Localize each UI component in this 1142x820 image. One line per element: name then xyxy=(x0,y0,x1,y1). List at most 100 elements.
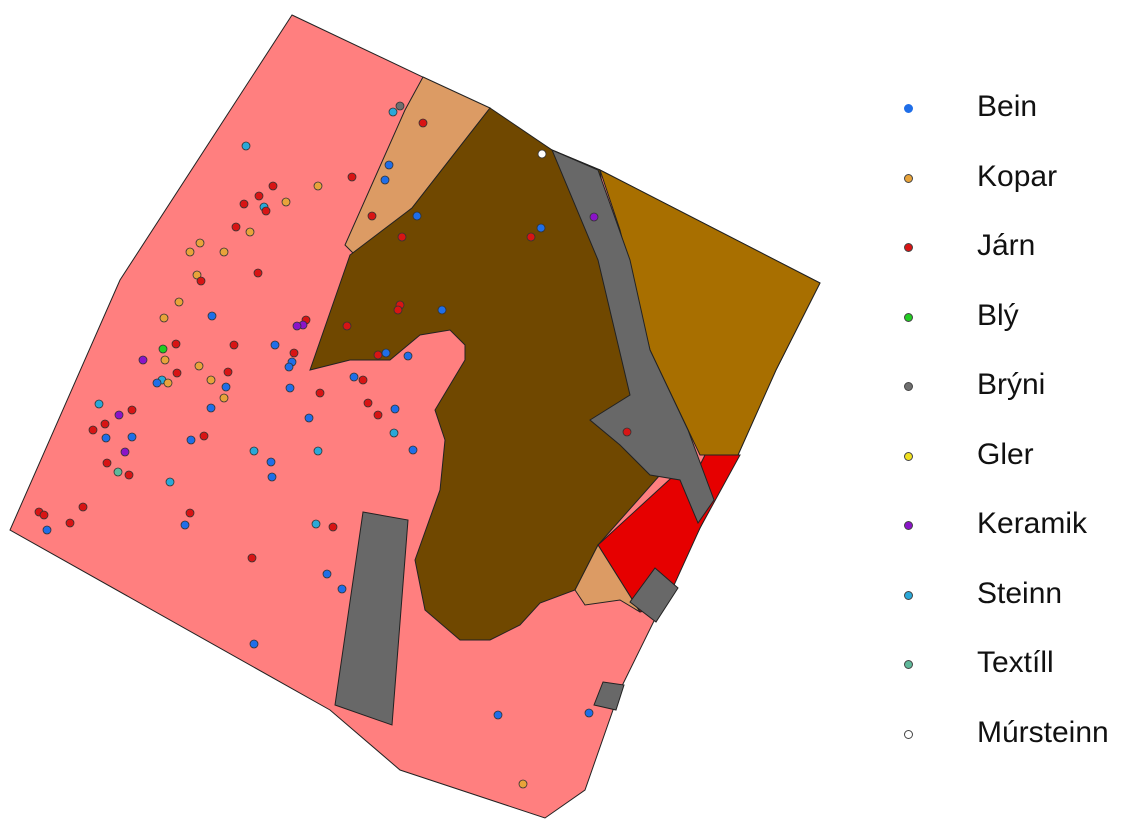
find-point-jarn-7 xyxy=(347,172,357,182)
zones-layer xyxy=(9,14,821,819)
find-point-steinn-88 xyxy=(165,477,175,487)
find-point-jarn-10 xyxy=(254,191,264,201)
find-point-jarn-39 xyxy=(171,339,181,349)
find-point-kopar-63 xyxy=(219,393,229,403)
find-point-jarn-46 xyxy=(373,350,383,360)
find-point-kopar-29 xyxy=(174,297,184,307)
find-point-bein-104 xyxy=(584,708,594,718)
find-point-jarn-45 xyxy=(289,348,299,358)
find-point-steinn-80 xyxy=(313,446,323,456)
find-point-kopar-27 xyxy=(192,270,202,280)
find-point-jarn-2 xyxy=(418,118,428,128)
find-point-jarn-98 xyxy=(247,553,257,563)
legend: Bein Kopar Járn Blý Brýni Gler Keramik S… xyxy=(895,82,1135,777)
find-point-mursteinn-5 xyxy=(537,149,547,159)
find-point-jarn-93 xyxy=(65,518,75,528)
find-point-jarn-101 xyxy=(622,427,632,437)
legend-item-bly: Blý xyxy=(895,291,1135,361)
find-point-jarn-68 xyxy=(100,419,110,429)
find-point-kopar-11 xyxy=(281,197,291,207)
legend-item-jarn: Járn xyxy=(895,221,1135,291)
find-point-bein-16 xyxy=(412,211,422,221)
find-point-bein-61 xyxy=(349,372,359,382)
zone-gray-path xyxy=(551,149,715,525)
find-point-bein-79 xyxy=(408,445,418,455)
find-point-steinn-66 xyxy=(94,399,104,409)
find-point-jarn-71 xyxy=(363,398,373,408)
legend-item-mursteinn: Múrsteinn xyxy=(895,708,1135,778)
find-point-steinn-81 xyxy=(249,446,259,456)
find-point-jarn-38 xyxy=(342,321,352,331)
legend-item-textill: Textíll xyxy=(895,638,1135,708)
find-point-bein-76 xyxy=(101,433,111,443)
find-point-jarn-92 xyxy=(78,502,88,512)
legend-label-bly: Blý xyxy=(977,298,1019,332)
legend-item-gler: Gler xyxy=(895,430,1135,500)
legend-swatch-textill xyxy=(904,660,913,669)
legend-swatch-keramik xyxy=(904,521,913,530)
legend-label-gler: Gler xyxy=(977,437,1034,471)
find-point-bein-47 xyxy=(381,348,391,358)
legend-swatch-bryni xyxy=(904,382,913,391)
find-point-kopar-25 xyxy=(219,247,229,257)
find-point-jarn-12 xyxy=(239,199,249,209)
find-point-bein-32 xyxy=(437,305,447,315)
find-point-jarn-28 xyxy=(196,276,206,286)
find-point-keramik-43 xyxy=(138,355,148,365)
find-point-jarn-20 xyxy=(397,232,407,242)
legend-swatch-bein xyxy=(904,104,913,113)
find-point-bein-75 xyxy=(127,432,137,442)
legend-swatch-steinn xyxy=(904,590,913,600)
legend-swatch-bly xyxy=(904,312,913,322)
find-point-kopar-56 xyxy=(163,378,173,388)
find-point-jarn-97 xyxy=(328,522,338,532)
find-point-bein-33 xyxy=(207,311,217,321)
find-point-jarn-31 xyxy=(393,305,403,315)
find-point-keramik-36 xyxy=(292,321,302,331)
legend-item-steinn: Steinn xyxy=(895,569,1135,639)
find-point-keramik-17 xyxy=(589,212,599,222)
find-point-kopar-57 xyxy=(206,375,216,385)
find-point-kopar-41 xyxy=(160,355,170,365)
find-point-keramik-67 xyxy=(114,410,124,420)
find-point-bein-4 xyxy=(384,160,394,170)
find-point-kopar-51 xyxy=(194,361,204,371)
find-point-steinn-96 xyxy=(311,519,321,529)
find-point-bein-18 xyxy=(536,223,546,233)
find-point-bein-73 xyxy=(390,404,400,414)
find-point-jarn-60 xyxy=(315,388,325,398)
find-point-jarn-84 xyxy=(102,458,112,468)
find-point-bein-58 xyxy=(221,382,231,392)
find-points-layer xyxy=(34,101,632,789)
find-point-bein-77 xyxy=(186,435,196,445)
find-point-bein-59 xyxy=(285,383,295,393)
find-point-jarn-44 xyxy=(229,340,239,350)
find-point-kopar-23 xyxy=(195,238,205,248)
find-point-jarn-86 xyxy=(124,470,134,480)
find-point-bein-64 xyxy=(206,403,216,413)
find-point-jarn-19 xyxy=(526,232,536,242)
find-point-bein-42 xyxy=(270,340,280,350)
legend-label-kopar: Kopar xyxy=(977,159,1058,193)
find-point-steinn-1 xyxy=(388,107,398,117)
legend-item-bein: Bein xyxy=(895,82,1135,152)
legend-swatch-kopar xyxy=(904,173,913,183)
find-point-bein-100 xyxy=(337,584,347,594)
zone-dark-brown xyxy=(309,107,661,641)
find-point-jarn-94 xyxy=(185,508,195,518)
find-point-bein-55 xyxy=(152,378,162,388)
find-point-jarn-15 xyxy=(367,211,377,221)
legend-swatch-jarn xyxy=(904,243,913,252)
legend-label-bryni: Brýni xyxy=(977,368,1046,401)
find-point-jarn-78 xyxy=(199,431,209,441)
find-point-steinn-74 xyxy=(389,428,399,438)
find-point-bein-99 xyxy=(322,569,332,579)
find-point-jarn-65 xyxy=(127,405,137,415)
find-point-bein-102 xyxy=(249,639,259,649)
find-point-bein-87 xyxy=(267,472,277,482)
find-point-jarn-52 xyxy=(223,367,233,377)
legend-swatch-gler xyxy=(904,451,913,461)
find-point-bly-40 xyxy=(158,344,168,354)
find-point-kopar-105 xyxy=(518,779,528,789)
